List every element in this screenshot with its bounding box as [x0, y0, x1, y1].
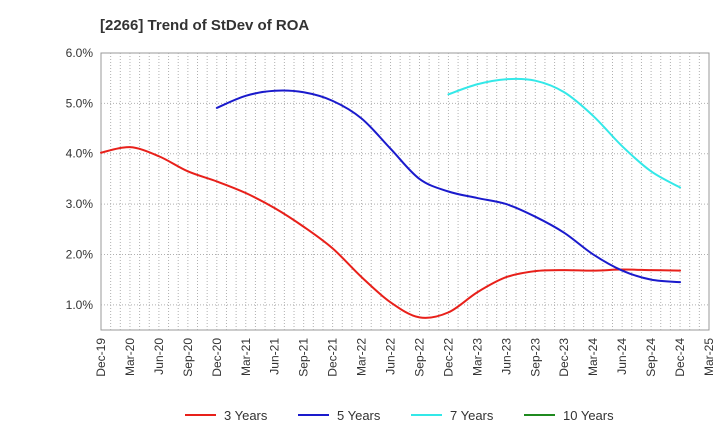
x-tick-label: Mar-20 — [123, 338, 137, 376]
x-tick-label: Jun-20 — [152, 338, 166, 375]
x-tick-label: Sep-23 — [528, 338, 542, 377]
legend-item: 3 Years — [185, 408, 268, 423]
x-tick-label: Jun-21 — [268, 338, 282, 375]
y-tick-label: 1.0% — [66, 298, 94, 312]
x-tick-label: Dec-22 — [441, 338, 455, 377]
y-tick-label: 5.0% — [66, 96, 94, 110]
x-tick-label: Sep-22 — [412, 338, 426, 377]
grid — [100, 52, 710, 331]
axes: 1.0% 2.0% 3.0% 4.0% 5.0% 6.0% Dec-19 Mar-20 Jun-… — [66, 46, 716, 377]
series-lines — [100, 77, 682, 319]
x-tick-label: Jun-23 — [499, 338, 513, 375]
series-line-7-years — [447, 77, 682, 189]
x-tick-label: Mar-21 — [239, 338, 253, 376]
series-line-3-years — [100, 146, 682, 319]
x-tick-label: Sep-21 — [297, 338, 311, 377]
x-tick-label: Dec-21 — [326, 338, 340, 377]
y-tick-label: 6.0% — [66, 46, 94, 60]
legend-item: 10 Years — [524, 408, 614, 423]
x-tick-label: Mar-23 — [470, 338, 484, 376]
series-line-5-years — [215, 89, 682, 284]
x-tick-label: Dec-24 — [673, 338, 687, 377]
legend: 3 Years 5 Years 7 Years 10 Years — [185, 408, 614, 423]
x-tick-label: Dec-23 — [557, 338, 571, 377]
x-tick-label: Mar-24 — [586, 338, 600, 376]
x-tick-label: Jun-22 — [384, 338, 398, 375]
y-tick-label: 3.0% — [66, 197, 94, 211]
y-tick-label: 4.0% — [66, 147, 94, 161]
x-tick-label: Sep-20 — [181, 338, 195, 377]
legend-label: 3 Years — [224, 408, 268, 423]
y-tick-label: 2.0% — [66, 247, 94, 261]
x-tick-label: Jun-24 — [615, 338, 629, 375]
legend-label: 5 Years — [337, 408, 381, 423]
legend-item: 5 Years — [298, 408, 381, 423]
x-tick-label: Dec-19 — [94, 338, 108, 377]
plot-frame — [100, 52, 710, 331]
legend-item: 7 Years — [411, 408, 494, 423]
legend-label: 10 Years — [563, 408, 614, 423]
legend-label: 7 Years — [450, 408, 494, 423]
x-tick-label: Mar-25 — [702, 338, 716, 376]
x-tick-label: Sep-24 — [644, 338, 658, 377]
x-tick-label: Mar-22 — [355, 338, 369, 376]
chart-title: [2266] Trend of StDev of ROA — [100, 17, 309, 34]
x-tick-label: Dec-20 — [210, 338, 224, 377]
